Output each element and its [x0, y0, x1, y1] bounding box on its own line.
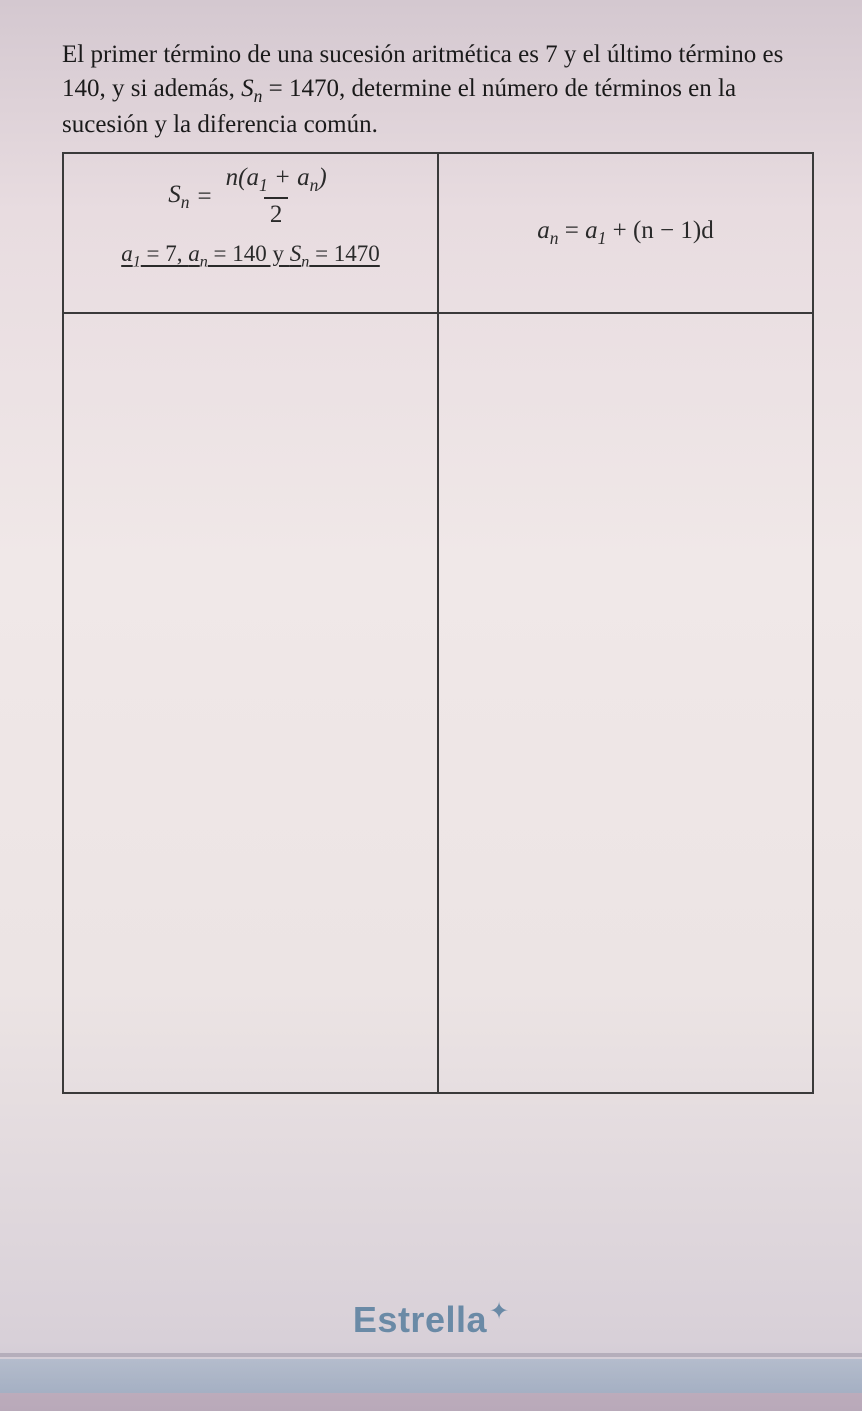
given-sn-var: S	[290, 241, 302, 266]
sum-var: S	[168, 181, 181, 208]
problem-statement: El primer término de una sucesión aritmé…	[62, 38, 814, 142]
sum-formula: Sn = n(a1 + an) 2 a1 = 7, an = 140 y Sn …	[76, 164, 425, 271]
an-val: = 140 y	[208, 241, 290, 266]
fraction-denominator: 2	[264, 197, 289, 229]
an-var: a	[188, 241, 200, 266]
nth-term-formula: an = a1 + (n − 1)d	[451, 164, 800, 302]
given-values: a1 = 7, an = 140 y Sn = 1470	[121, 241, 380, 272]
footer-divider	[0, 1353, 862, 1357]
num-part-b: + a	[268, 164, 310, 191]
sum-formula-line: Sn = n(a1 + an) 2	[168, 164, 332, 229]
left-workspace	[63, 313, 438, 1093]
an-equals: =	[559, 217, 586, 244]
work-table: Sn = n(a1 + an) 2 a1 = 7, an = 140 y Sn …	[62, 152, 814, 1094]
right-workspace	[438, 313, 813, 1093]
sum-sub: n	[181, 192, 190, 212]
brand-name: Estrella	[353, 1299, 487, 1341]
right-formula-cell: an = a1 + (n − 1)d	[438, 153, 813, 313]
sum-fraction: n(a1 + an) 2	[220, 164, 333, 229]
an-sub: n	[200, 253, 208, 270]
num-part-a: n(a	[226, 164, 259, 191]
a1-sub: 1	[133, 253, 141, 270]
footer-pink-band	[0, 1393, 862, 1411]
star-icon: ✦	[489, 1297, 509, 1326]
equals-sign: =	[198, 183, 212, 211]
brand-logo: Estrella ✦	[353, 1299, 509, 1341]
sn-variable: S	[241, 75, 254, 102]
workspace-row	[63, 313, 813, 1093]
given-sn-val: = 1470	[309, 241, 379, 266]
a1-val: = 7,	[141, 241, 188, 266]
num-part-c: )	[318, 164, 326, 191]
a1-var: a	[121, 241, 133, 266]
num-sub1: 1	[259, 175, 268, 195]
an-lhs-sub: n	[550, 228, 559, 248]
an-lhs-var: a	[537, 217, 550, 244]
formula-row: Sn = n(a1 + an) 2 a1 = 7, an = 140 y Sn …	[63, 153, 813, 313]
fraction-numerator: n(a1 + an)	[220, 164, 333, 197]
sum-lhs: Sn	[168, 181, 189, 213]
left-formula-cell: Sn = n(a1 + an) 2 a1 = 7, an = 140 y Sn …	[63, 153, 438, 313]
an-rhs-tail: + (n − 1)d	[606, 217, 713, 244]
an-rhs-a: a	[585, 217, 598, 244]
page-footer: Estrella ✦	[0, 1251, 862, 1411]
worksheet-page: El primer término de una sucesión aritmé…	[0, 0, 862, 1094]
